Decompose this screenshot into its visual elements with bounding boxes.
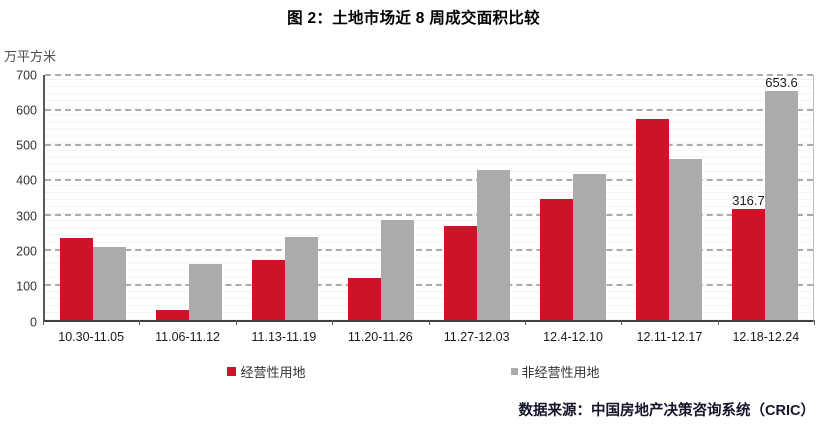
x-axis-tick — [814, 320, 815, 325]
bar-非经营性用地 — [93, 246, 126, 320]
x-category-label: 11.27-12.03 — [443, 330, 510, 344]
x-axis-tick — [428, 320, 430, 325]
bar-非经营性用地 — [285, 236, 318, 320]
gridline — [45, 144, 813, 146]
y-tick-label: 200 — [16, 244, 37, 259]
bar-group — [333, 75, 429, 320]
x-category-label: 11.13-11.19 — [251, 330, 317, 344]
x-category-label: 12.18-12.24 — [732, 330, 800, 344]
x-axis-tick — [524, 320, 526, 325]
bar-非经营性用地 — [381, 219, 414, 320]
y-tick-label: 500 — [16, 138, 37, 153]
bar-经营性用地 — [636, 118, 669, 320]
bar-经营性用地 — [156, 309, 189, 320]
legend-swatch-icon — [510, 368, 518, 375]
bar-经营性用地 — [444, 226, 477, 320]
gridline — [45, 214, 813, 216]
y-tick-label: 0 — [30, 314, 37, 329]
gridline — [45, 249, 813, 251]
y-tick-label: 400 — [16, 173, 37, 188]
bar-value-label: 653.6 — [765, 75, 798, 91]
y-tick-label: 100 — [16, 279, 37, 294]
x-category-label: 12.4-12.10 — [543, 330, 603, 344]
plot-area: 316.7 653.6 — [43, 74, 814, 322]
bar-非经营性用地 — [573, 173, 606, 320]
x-axis-ticks — [43, 320, 815, 325]
bar-经营性用地: 316.7 — [732, 193, 765, 320]
x-category-label: 11.20-11.26 — [347, 330, 413, 344]
bar-groups: 316.7 653.6 — [45, 75, 813, 320]
legend-item: 经营性用地 — [227, 362, 306, 381]
bar-经营性用地 — [252, 259, 285, 320]
legend-label: 非经营性用地 — [521, 365, 600, 380]
bar-非经营性用地 — [189, 264, 222, 320]
bar-非经营性用地 — [669, 158, 702, 320]
bar-value-label: 316.7 — [732, 193, 765, 209]
bar-经营性用地 — [348, 278, 381, 320]
x-category-label: 10.30-11.05 — [58, 330, 125, 344]
gridline — [45, 179, 813, 181]
x-axis-tick — [235, 320, 237, 325]
legend-swatch-icon — [227, 367, 237, 376]
bar-group: 316.7 653.6 — [717, 75, 813, 320]
x-axis-tick — [139, 320, 141, 325]
legend-label: 经营性用地 — [240, 365, 306, 380]
x-axis-tick — [332, 320, 334, 325]
bar-group — [621, 75, 717, 320]
x-category-label: 11.06-11.12 — [155, 330, 220, 344]
data-source-note: 数据来源：中国房地产决策咨询系统（CRIC） — [518, 403, 815, 419]
x-category-label: 12.11-12.17 — [636, 330, 703, 344]
bar-经营性用地 — [540, 198, 573, 320]
y-tick-label: 700 — [16, 67, 37, 82]
x-axis-tick — [43, 320, 44, 325]
gridline — [45, 109, 813, 111]
bar-经营性用地 — [60, 238, 93, 320]
bar-group — [141, 75, 237, 320]
bar-group — [429, 75, 525, 320]
chart-title: 图 2：土地市场近 8 周成交面积比较 — [287, 10, 540, 27]
x-axis-tick — [621, 320, 623, 325]
bar-group — [45, 75, 141, 320]
legend-item: 非经营性用地 — [510, 362, 600, 381]
gridline — [45, 284, 813, 286]
x-axis-tick — [717, 320, 719, 325]
y-axis-tick-labels: 0 100 200 300 400 500 600 700 — [0, 69, 37, 328]
legend: 经营性用地 非经营性用地 — [0, 362, 827, 381]
bar-group — [525, 75, 621, 320]
bar-group — [237, 75, 333, 320]
x-axis-labels: 10.30-11.05 11.06-11.12 11.13-11.19 11.20-1… — [43, 330, 814, 344]
gridline — [45, 74, 813, 76]
y-axis-unit-label: 万平方米 — [4, 49, 57, 64]
y-tick-label: 300 — [16, 208, 37, 223]
bar-非经营性用地: 653.6 — [765, 75, 798, 320]
y-tick-label: 600 — [16, 103, 37, 118]
bar-非经营性用地 — [477, 169, 510, 320]
